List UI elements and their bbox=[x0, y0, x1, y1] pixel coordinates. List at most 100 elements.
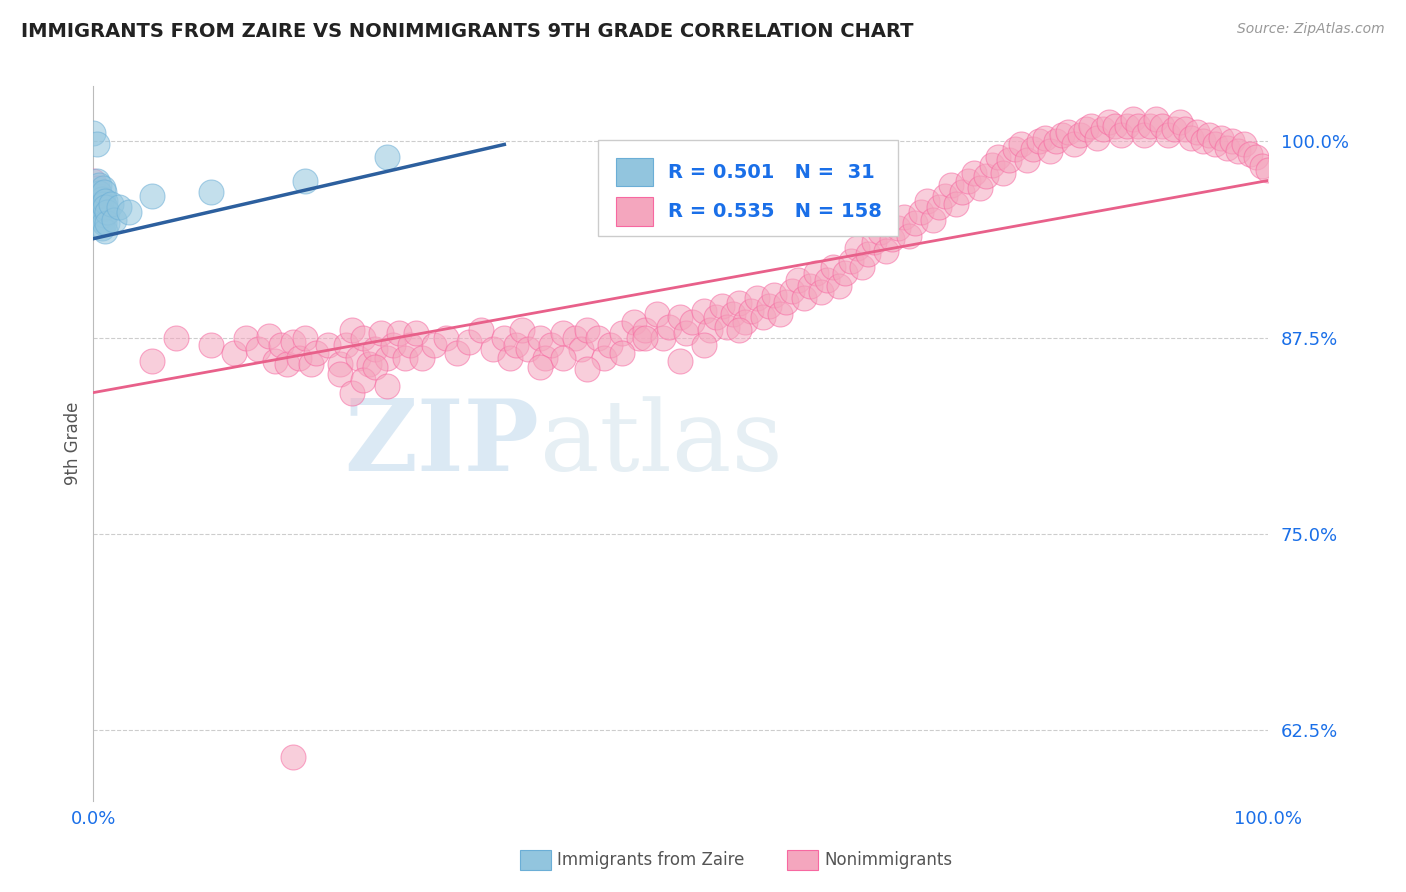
Point bbox=[281, 750, 304, 764]
Point bbox=[799, 278, 821, 293]
Point bbox=[89, 205, 111, 219]
Point bbox=[96, 216, 118, 230]
Point bbox=[669, 310, 692, 325]
Point bbox=[375, 379, 398, 393]
Point bbox=[986, 150, 1008, 164]
Point bbox=[86, 173, 108, 187]
Point bbox=[693, 304, 716, 318]
Point bbox=[316, 338, 339, 352]
Point bbox=[693, 338, 716, 352]
Point bbox=[90, 202, 112, 216]
Point bbox=[534, 351, 557, 365]
Point bbox=[610, 326, 633, 340]
Point bbox=[394, 351, 416, 365]
Point bbox=[294, 331, 316, 345]
Point bbox=[364, 360, 387, 375]
Point bbox=[329, 357, 352, 371]
Point bbox=[1074, 121, 1097, 136]
Point bbox=[551, 326, 574, 340]
Point bbox=[1033, 131, 1056, 145]
Point bbox=[89, 186, 111, 201]
Point bbox=[1104, 119, 1126, 133]
Point bbox=[93, 208, 115, 222]
Point bbox=[1250, 160, 1272, 174]
Point bbox=[993, 166, 1015, 180]
Point bbox=[1098, 115, 1121, 129]
Point bbox=[529, 360, 551, 375]
Point bbox=[875, 244, 897, 259]
Point bbox=[751, 310, 773, 325]
Point bbox=[1085, 131, 1108, 145]
Point bbox=[1039, 144, 1062, 158]
Point bbox=[86, 181, 108, 195]
Point bbox=[869, 226, 891, 240]
Point bbox=[294, 173, 316, 187]
Point bbox=[569, 342, 592, 356]
Point bbox=[1004, 142, 1026, 156]
Point bbox=[90, 220, 112, 235]
Point bbox=[669, 354, 692, 368]
Point bbox=[728, 323, 751, 337]
Point bbox=[481, 342, 503, 356]
Point bbox=[1128, 119, 1150, 133]
Point bbox=[815, 272, 838, 286]
Point bbox=[974, 169, 997, 183]
Bar bbox=[616, 197, 654, 226]
Point bbox=[845, 241, 868, 255]
Point bbox=[470, 323, 492, 337]
Point bbox=[1185, 125, 1208, 139]
Point bbox=[540, 338, 562, 352]
Point bbox=[575, 323, 598, 337]
Point bbox=[1015, 153, 1038, 168]
Point bbox=[1209, 131, 1232, 145]
Point bbox=[264, 354, 287, 368]
Point bbox=[299, 357, 322, 371]
Point bbox=[446, 346, 468, 360]
Point bbox=[259, 329, 281, 343]
Point bbox=[1192, 134, 1215, 148]
Point bbox=[651, 331, 673, 345]
Point bbox=[346, 351, 368, 365]
Point bbox=[381, 338, 404, 352]
Point bbox=[305, 346, 328, 360]
Point bbox=[1157, 128, 1180, 142]
Point bbox=[969, 181, 991, 195]
Point bbox=[858, 247, 880, 261]
Point bbox=[86, 137, 108, 152]
Y-axis label: 9th Grade: 9th Grade bbox=[65, 402, 82, 485]
Point bbox=[1080, 119, 1102, 133]
Point bbox=[740, 304, 762, 318]
Point bbox=[928, 200, 950, 214]
Point bbox=[510, 323, 533, 337]
Point bbox=[270, 338, 292, 352]
Point bbox=[658, 319, 681, 334]
Point bbox=[763, 288, 786, 302]
Point bbox=[775, 294, 797, 309]
Point bbox=[575, 362, 598, 376]
Point bbox=[1092, 121, 1115, 136]
Point bbox=[786, 272, 808, 286]
Point bbox=[699, 323, 721, 337]
Point bbox=[780, 284, 803, 298]
Point bbox=[1163, 121, 1185, 136]
Point bbox=[922, 212, 945, 227]
Point bbox=[1233, 137, 1256, 152]
Point bbox=[939, 178, 962, 193]
Point bbox=[950, 185, 973, 199]
Point bbox=[886, 220, 908, 235]
Point bbox=[1139, 119, 1161, 133]
Point bbox=[1115, 119, 1137, 133]
Point bbox=[91, 197, 114, 211]
Point bbox=[839, 253, 862, 268]
Text: IMMIGRANTS FROM ZAIRE VS NONIMMIGRANTS 9TH GRADE CORRELATION CHART: IMMIGRANTS FROM ZAIRE VS NONIMMIGRANTS 9… bbox=[21, 22, 914, 41]
Point bbox=[593, 351, 616, 365]
Point bbox=[880, 232, 903, 246]
Point bbox=[1150, 119, 1173, 133]
Point bbox=[863, 235, 886, 249]
Point bbox=[834, 266, 856, 280]
Point bbox=[246, 342, 269, 356]
Point bbox=[1063, 137, 1085, 152]
Point bbox=[108, 200, 131, 214]
Point bbox=[1257, 162, 1279, 177]
Point bbox=[634, 331, 657, 345]
